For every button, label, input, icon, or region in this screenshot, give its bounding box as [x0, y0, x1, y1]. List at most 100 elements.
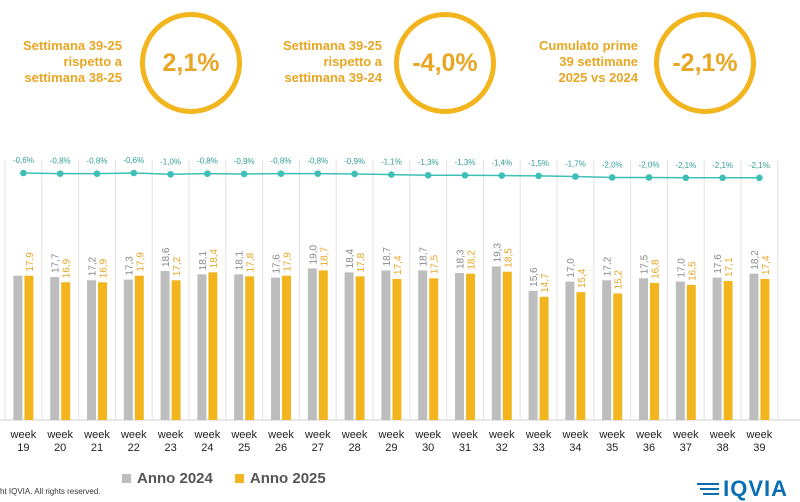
x-tick-label: week — [488, 429, 515, 441]
line-data-label: -2,0% — [639, 160, 660, 169]
kpi-value-1: 2,1% — [162, 48, 220, 77]
data-label-2025: 17,8 — [246, 252, 257, 272]
legend-item-2024: Anno 2024 — [122, 470, 213, 487]
data-label-2025: 17,5 — [430, 254, 441, 274]
line-point — [424, 171, 432, 179]
bar-2024 — [418, 270, 428, 420]
data-label-2024: 17,5 — [640, 254, 651, 274]
bar-2024 — [271, 277, 280, 420]
x-tick-label: 26 — [275, 442, 287, 454]
kpi-label-3: Cumulato prime 39 settimane 2025 vs 2024 — [539, 38, 638, 85]
kpi-circle-1: 2,1% — [140, 12, 242, 114]
data-label-2025: 16,5 — [687, 261, 698, 281]
x-tick-label: 37 — [680, 442, 692, 454]
x-tick-label: week — [157, 429, 184, 441]
line-point — [645, 174, 653, 181]
x-tick-label: week — [378, 429, 405, 441]
x-tick-label: 27 — [312, 442, 324, 454]
data-label-2025: 17,9 — [283, 252, 294, 272]
x-tick-label: week — [194, 429, 221, 441]
line-point — [351, 170, 358, 178]
x-tick-label: week — [746, 429, 773, 441]
line-data-label: -0,8% — [307, 157, 328, 166]
bar-2025 — [208, 272, 218, 420]
line-point — [682, 174, 690, 182]
line-point — [388, 171, 395, 178]
logo-text: IQVIA — [723, 476, 788, 501]
x-tick-label: 24 — [201, 442, 213, 454]
bar-2025 — [576, 292, 586, 420]
line-data-label: -1,0% — [160, 157, 181, 166]
x-tick-label: week — [525, 429, 552, 441]
data-label-2025: 18,7 — [319, 246, 330, 266]
x-tick-label: 32 — [496, 442, 508, 454]
bar-2025 — [392, 278, 402, 420]
line-point — [204, 170, 211, 177]
data-label-2024: 18,6 — [161, 247, 172, 267]
kpi-label-1: Settimana 39-25 rispetto a settimana 38-… — [23, 38, 122, 85]
data-label-2024: 17,0 — [676, 258, 687, 278]
x-tick-label: week — [120, 429, 147, 441]
line-data-label: -0,9% — [344, 157, 365, 166]
kpi-label-2: Settimana 39-25 rispetto a settimana 39-… — [283, 38, 382, 85]
legend-swatch-2024 — [122, 474, 131, 483]
bar-2025 — [613, 293, 623, 420]
bar-2025 — [686, 284, 696, 420]
bar-2024 — [123, 279, 133, 420]
x-tick-label: week — [672, 429, 699, 441]
data-label-2024: 18,7 — [382, 246, 393, 266]
data-label-2024: 17,3 — [124, 256, 135, 276]
data-label-2024: 18,3 — [456, 249, 467, 269]
x-tick-label: 23 — [164, 442, 176, 454]
x-tick-label: 33 — [532, 442, 544, 454]
x-tick-label: 39 — [753, 442, 765, 454]
x-tick-label: week — [267, 429, 294, 441]
kpi-value-2: -4,0% — [412, 48, 478, 77]
x-tick-label: week — [562, 429, 589, 441]
bar-2025 — [650, 282, 659, 420]
line-data-label: -2,0% — [602, 160, 623, 169]
line-point — [56, 170, 64, 177]
line-point — [240, 170, 248, 178]
data-label-2025: 16,9 — [62, 258, 73, 278]
data-label-2025: 18,5 — [503, 248, 514, 268]
bar-2024 — [87, 280, 96, 420]
data-label-2025: 17,4 — [761, 255, 772, 275]
line-data-label: -1,3% — [418, 158, 439, 167]
data-label-2024: 18,1 — [235, 250, 246, 270]
bar-2024 — [455, 273, 464, 420]
x-tick-label: week — [46, 429, 73, 441]
bar-2024 — [675, 281, 685, 420]
data-label-2024: 15,6 — [529, 267, 540, 287]
data-label-2025: 17,9 — [135, 252, 146, 272]
data-label-2025: 15,2 — [614, 270, 625, 290]
bar-2024 — [712, 277, 722, 420]
line-point — [498, 172, 506, 179]
bar-2024 — [50, 276, 60, 420]
line-data-label: -0,6% — [13, 156, 34, 165]
logo-mark-icon — [697, 483, 720, 495]
line-point — [167, 170, 174, 178]
bar-2024 — [639, 278, 648, 420]
legend-label-2024: Anno 2024 — [137, 470, 213, 487]
data-label-2024: 17,6 — [713, 254, 724, 274]
line-data-label: -0,8% — [50, 157, 71, 166]
legend-item-2025: Anno 2025 — [234, 470, 326, 487]
data-label-2024: 19,3 — [492, 243, 503, 263]
x-tick-label: week — [451, 429, 478, 441]
bar-2025 — [466, 273, 475, 420]
legend-label-2025: Anno 2025 — [249, 470, 326, 487]
bar-2025 — [760, 278, 770, 420]
bar-2024 — [160, 271, 170, 420]
bar-2025 — [282, 275, 291, 420]
data-label-2025: 17,2 — [172, 256, 183, 276]
line-point — [572, 173, 579, 180]
data-label-2025: 17,1 — [724, 257, 735, 277]
bar-2025 — [355, 276, 365, 420]
line-point — [756, 174, 763, 182]
data-label-2025: 14,7 — [540, 273, 551, 293]
data-label-2025: 16,8 — [651, 259, 662, 279]
data-label-2025: 18,4 — [209, 248, 220, 268]
line-point — [608, 174, 616, 181]
